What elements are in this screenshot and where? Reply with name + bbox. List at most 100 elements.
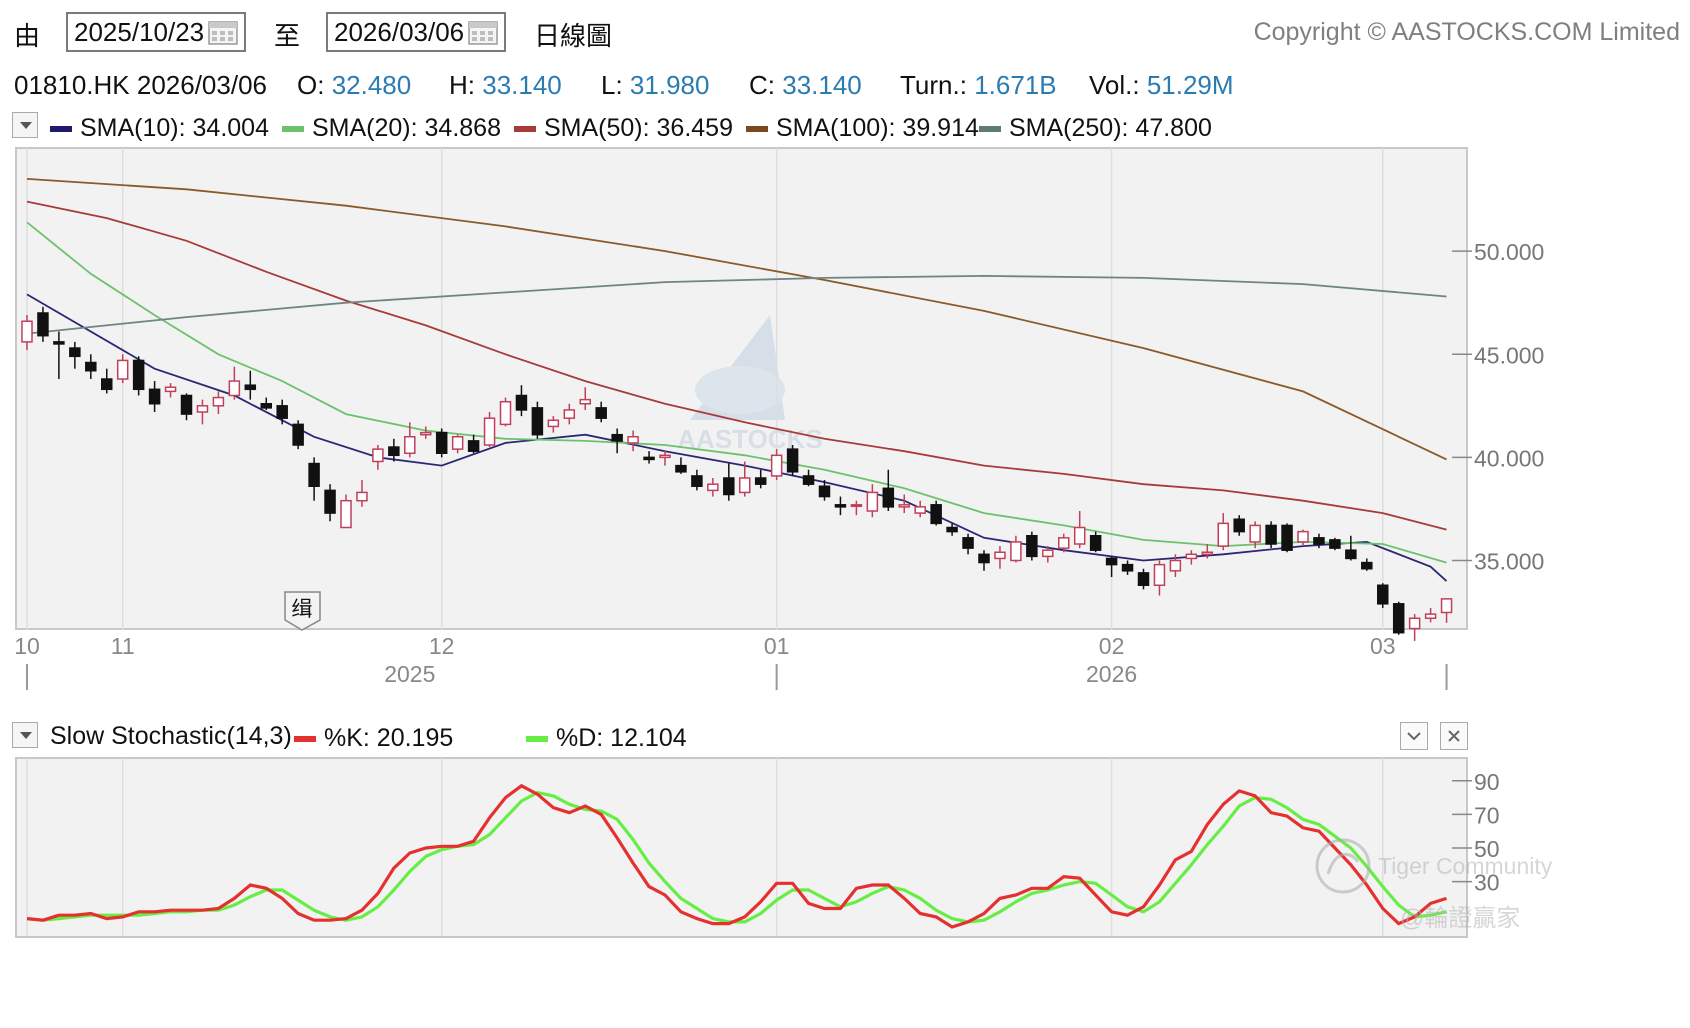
candle-down xyxy=(132,359,145,391)
legend-sma100-text: SMA(100): 39.914 xyxy=(776,114,979,142)
open-label: O: xyxy=(297,70,325,100)
close-panel-button[interactable] xyxy=(1440,722,1468,750)
candle-down xyxy=(1265,524,1277,545)
candle-up xyxy=(1153,563,1166,586)
sma-line-SMA250 xyxy=(26,274,1447,335)
candle-up xyxy=(404,436,416,454)
candle-up xyxy=(1440,598,1453,614)
candle-down xyxy=(324,489,336,514)
candle-down xyxy=(1137,572,1150,586)
legend-sma20-text: SMA(20): 34.868 xyxy=(312,114,501,142)
open-value: 32.480 xyxy=(331,70,412,100)
legend-d-text: %D: 12.104 xyxy=(556,724,687,752)
candle-down xyxy=(882,487,895,508)
y-tick-label: 45.000 xyxy=(1474,342,1544,368)
candle-down xyxy=(723,477,735,496)
quote-close: C: 33.140 xyxy=(749,70,862,101)
chevron-down-icon xyxy=(1407,732,1421,741)
candle-up xyxy=(116,359,129,380)
low-value: 31.980 xyxy=(629,70,710,100)
legend-swatch xyxy=(294,735,316,742)
candle-down xyxy=(148,388,161,405)
turnover-value: 1.671B xyxy=(974,70,1057,100)
overlay-dropdown-button[interactable] xyxy=(12,112,38,138)
candle-down xyxy=(53,341,65,345)
high-label: H: xyxy=(449,70,475,100)
candle-down xyxy=(818,485,831,498)
candle-up xyxy=(1424,613,1437,619)
year-label: 2025 xyxy=(384,661,435,687)
candle-down xyxy=(85,361,97,372)
quote-low: L: 31.980 xyxy=(601,70,709,101)
calendar-icon[interactable] xyxy=(468,19,498,45)
candle-up xyxy=(1408,617,1421,630)
to-date-field[interactable]: 2026/03/06 xyxy=(326,12,506,52)
stoch-line-D xyxy=(26,790,1447,924)
legend-sma10-text: SMA(10): 34.004 xyxy=(80,114,269,142)
y-tick-label: 30 xyxy=(1474,870,1500,896)
candle-up xyxy=(483,417,496,446)
candle-down xyxy=(691,475,703,487)
close-icon xyxy=(1448,730,1460,742)
candle-down xyxy=(1026,535,1038,558)
candle-up xyxy=(212,396,225,407)
volume-label: Vol.: xyxy=(1089,70,1140,100)
candle-down xyxy=(101,378,113,391)
candle-down xyxy=(244,384,257,391)
candle-down xyxy=(1089,535,1102,551)
collapse-panel-button[interactable] xyxy=(1400,722,1428,750)
candle-up xyxy=(850,504,863,508)
to-date-value: 2026/03/06 xyxy=(334,17,465,47)
quote-high: H: 33.140 xyxy=(449,70,562,101)
calendar-icon[interactable] xyxy=(208,19,238,45)
candle-down xyxy=(515,394,528,411)
candle-up xyxy=(1249,524,1261,543)
stochastic-chart[interactable]: 30 50 70 90 Tiger Community @輪證贏家 xyxy=(0,748,1690,1028)
legend-d: %D: 12.104 xyxy=(526,724,687,753)
candle-up xyxy=(1042,549,1054,558)
y-tick-label: 50.000 xyxy=(1474,239,1544,265)
candle-down xyxy=(1392,603,1405,634)
legend-swatch xyxy=(514,125,536,132)
candle-up xyxy=(707,483,719,492)
candle-down xyxy=(802,475,815,485)
tiger-watermark-text: Tiger Community xyxy=(1378,853,1553,879)
legend-swatch xyxy=(526,735,548,742)
legend-swatch xyxy=(282,125,304,132)
candle-up xyxy=(770,454,783,477)
legend-sma50-text: SMA(50): 36.459 xyxy=(544,114,733,142)
candle-down xyxy=(180,394,193,415)
candle-up xyxy=(547,419,560,428)
legend-sma20: SMA(20): 34.868 xyxy=(282,114,501,143)
event-marker[interactable]: 缉 xyxy=(284,591,321,631)
candle-up xyxy=(356,491,368,502)
candle-down xyxy=(834,504,847,508)
candle-down xyxy=(1105,557,1118,566)
candle-up xyxy=(563,409,576,419)
y-tick-label: 70 xyxy=(1474,802,1500,828)
x-tick-label: 10 xyxy=(14,633,40,659)
candle-down xyxy=(611,433,623,442)
y-tick-label: 40.000 xyxy=(1474,445,1544,471)
legend-k-text: %K: 20.195 xyxy=(324,724,454,752)
low-label: L: xyxy=(601,70,623,100)
candle-down xyxy=(435,431,448,454)
price-chart-panel[interactable] xyxy=(15,147,1468,630)
candle-up xyxy=(228,380,241,397)
legend-k: %K: 20.195 xyxy=(294,724,453,753)
candle-down xyxy=(643,456,655,461)
sma-line-SMA100 xyxy=(26,178,1447,461)
candle-up xyxy=(21,320,33,343)
from-date-field[interactable]: 2025/10/23 xyxy=(66,12,246,52)
candle-down xyxy=(946,526,958,533)
chart-type-label[interactable]: 日線圖 xyxy=(534,21,613,51)
indicator-dropdown-button[interactable] xyxy=(12,722,38,748)
stochastic-panel[interactable] xyxy=(15,757,1468,938)
legend-sma10: SMA(10): 34.004 xyxy=(50,114,269,143)
candle-down xyxy=(276,405,288,419)
legend-swatch xyxy=(746,125,768,132)
stoch-title: Slow Stochastic(14,3) xyxy=(50,722,292,750)
candle-up xyxy=(914,506,926,514)
candle-up xyxy=(1073,526,1086,545)
